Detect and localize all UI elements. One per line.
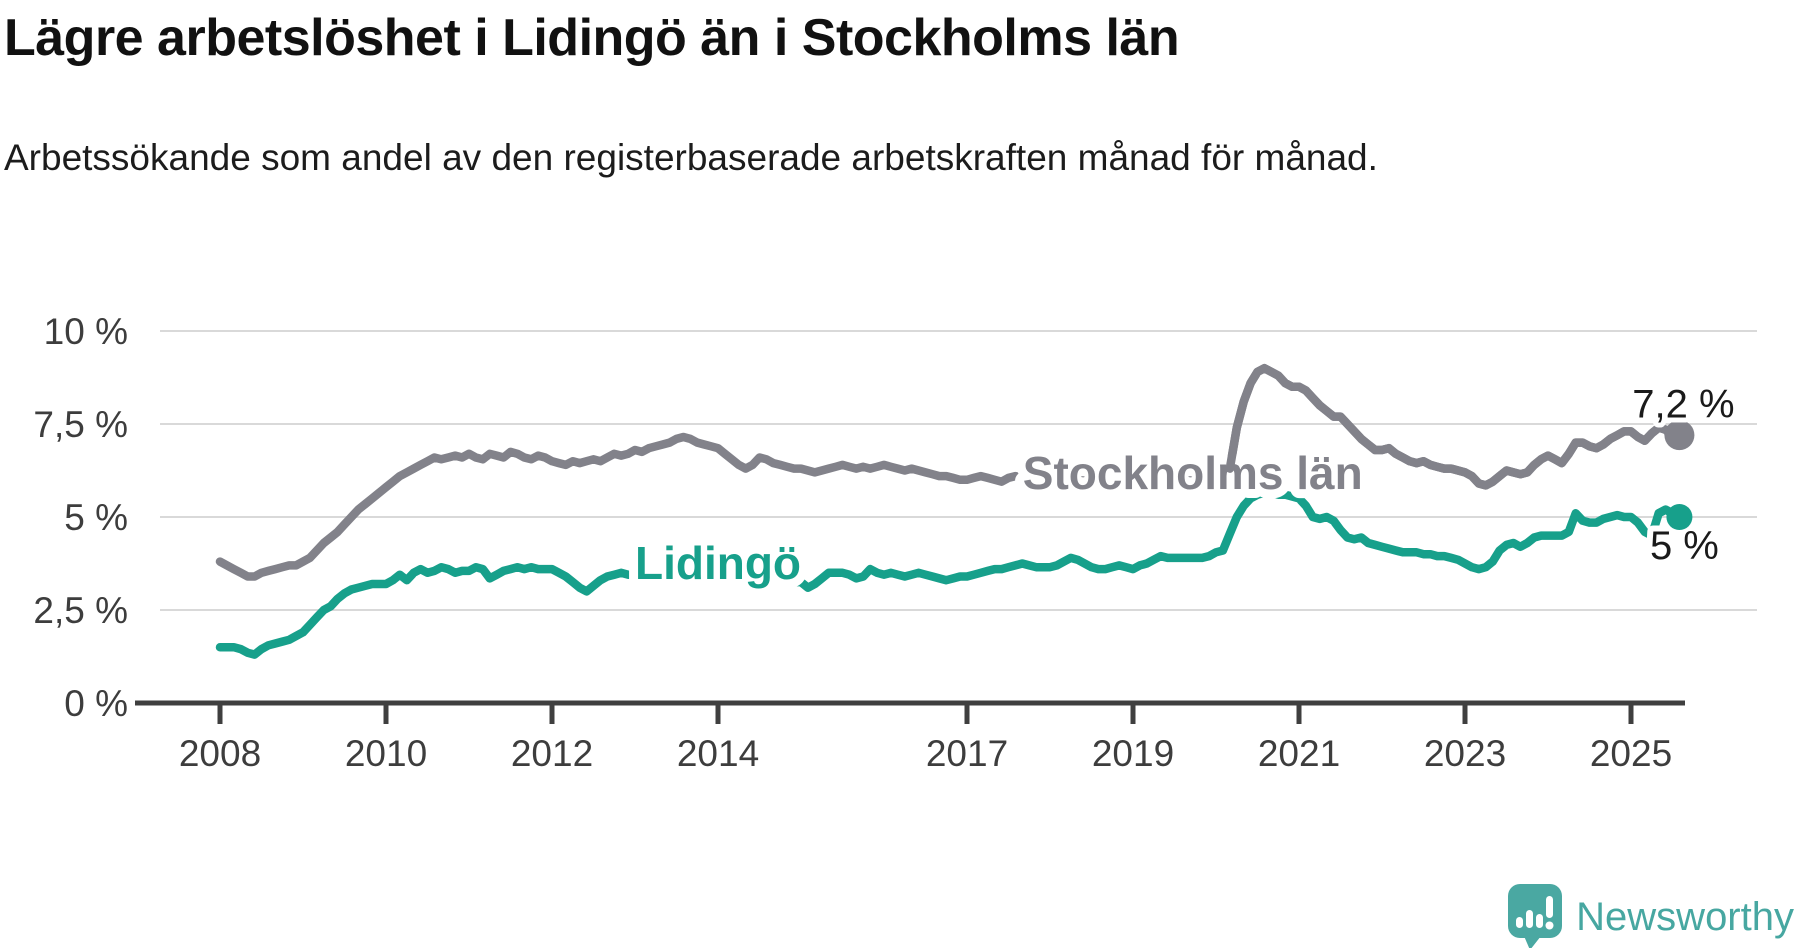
series-label-lidingo: Lidingö [635,537,801,589]
x-tick-label: 2012 [511,733,593,774]
chart-subtitle: Arbetssökande som andel av den registerb… [4,137,1378,178]
y-axis-label: 0 % [64,683,128,724]
newsworthy-logo[interactable]: Newsworthy [1508,884,1794,948]
newsworthy-wordmark: Newsworthy [1576,894,1794,939]
x-tick-label: 2021 [1258,733,1340,774]
y-axis-label: 10 % [44,311,128,352]
series-line-stockholms-lan-tail [1225,363,1684,490]
x-tick-label: 2019 [1092,733,1174,774]
x-tick-label: 2017 [926,733,1008,774]
y-axis-label: 2,5 % [33,590,128,631]
x-tick-label: 2014 [677,733,759,774]
series-line-lidingo [215,488,1684,659]
series-end-dot-lidingo [1666,504,1693,530]
series-label-stockholms-lan: Stockholms län [1023,447,1363,499]
end-value-label-lidingo: 5 % [1650,524,1719,568]
x-tick-label: 2010 [345,733,427,774]
y-axis-label: 5 % [64,497,128,538]
page-title: Lägre arbetslöshet i Lidingö än i Stockh… [4,9,1180,67]
x-tick-label: 2008 [179,733,261,774]
x-tick-label: 2023 [1424,733,1506,774]
series-end-dot-stockholms-lan [1664,420,1695,451]
y-axis-label: 7,5 % [33,404,128,445]
newsworthy-icon [1508,884,1563,948]
x-tick-label: 2025 [1590,733,1672,774]
end-value-label-stockholms-lan: 7,2 % [1632,383,1734,427]
